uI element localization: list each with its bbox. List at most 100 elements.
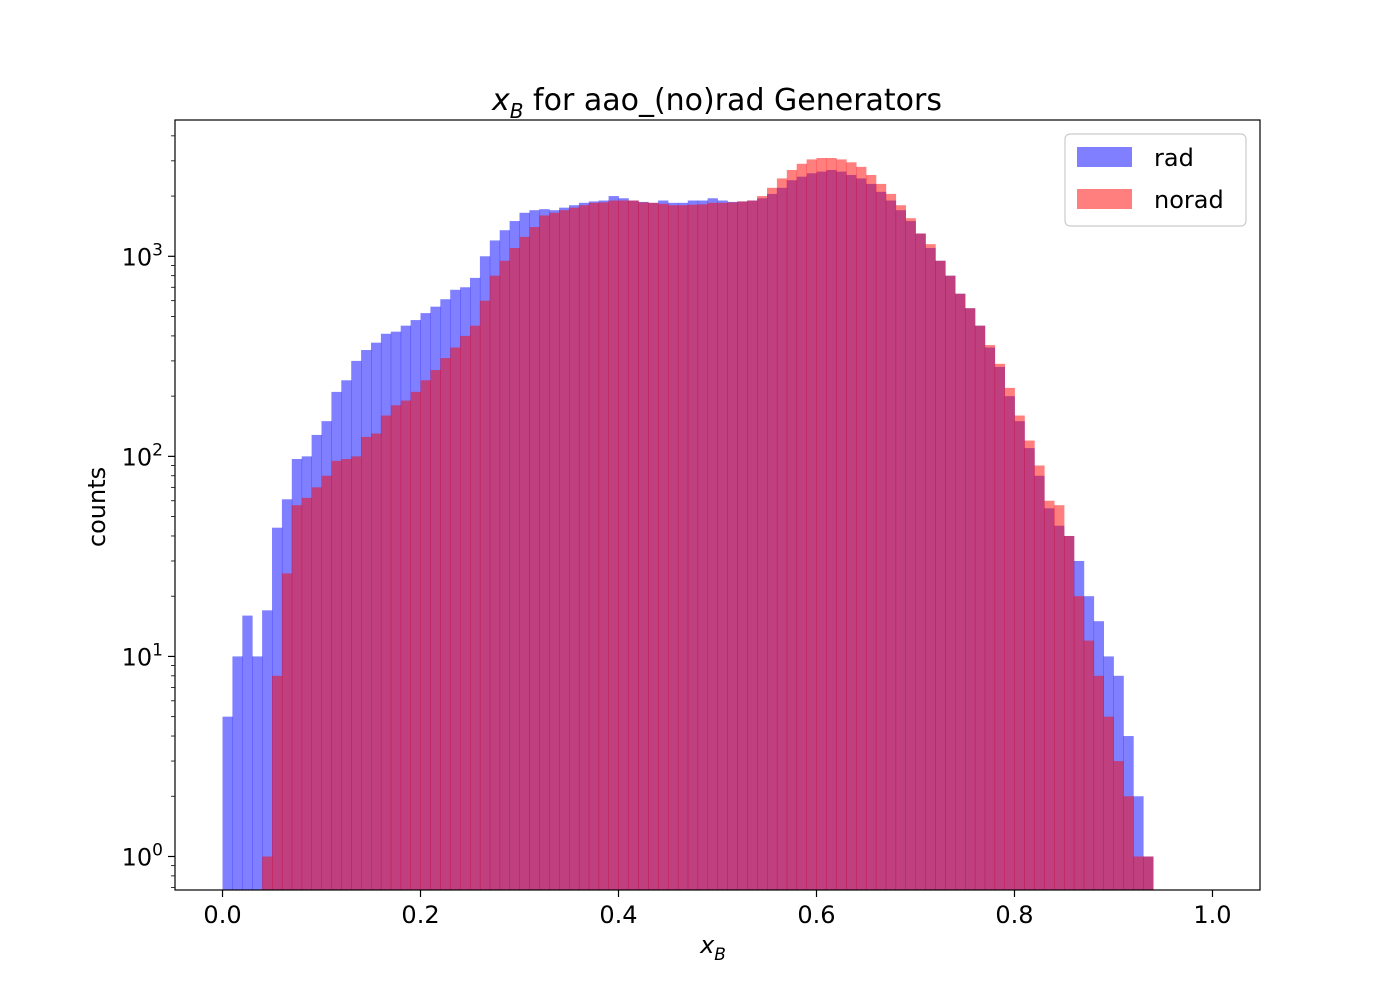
bar-norad-bin-53 xyxy=(747,200,758,890)
bar-norad-bin-92 xyxy=(1133,856,1144,890)
bar-norad-bin-55 xyxy=(767,187,778,891)
plot-area-frame xyxy=(174,119,1261,891)
bar-norad-bin-68 xyxy=(895,205,906,891)
bar-norad-bin-17 xyxy=(390,405,402,890)
bar-rad-bin-0 xyxy=(222,716,233,890)
legend-label-norad: norad xyxy=(1154,186,1224,214)
bar-norad-bin-19 xyxy=(410,391,421,890)
bar-norad-bin-82 xyxy=(1034,465,1045,890)
y-axis: 100 101 102 103 xyxy=(122,135,175,888)
bar-norad-bin-65 xyxy=(865,174,877,890)
bar-norad-bin-59 xyxy=(806,159,817,890)
bar-norad-bin-29 xyxy=(509,248,520,890)
bar-rad-bin-1 xyxy=(232,656,243,890)
bar-norad-bin-32 xyxy=(539,215,550,890)
bar-norad-bin-11 xyxy=(331,460,342,890)
bar-norad-bin-81 xyxy=(1024,440,1035,890)
bar-norad-bin-54 xyxy=(757,196,768,890)
bar-norad-bin-52 xyxy=(737,201,748,890)
legend-swatch-rad xyxy=(1077,147,1132,167)
bar-norad-bin-39 xyxy=(608,200,619,890)
bar-norad-bin-91 xyxy=(1123,796,1134,890)
x-tick-label: 1.0 xyxy=(1193,901,1231,929)
bar-norad-bin-15 xyxy=(371,433,382,890)
bar-norad-bin-62 xyxy=(836,159,847,890)
y-tick-label: 103 xyxy=(122,240,163,271)
chart-title: xB for aao_(no)rad Generators xyxy=(491,83,942,123)
bar-norad-bin-61 xyxy=(826,157,837,891)
bar-norad-bin-20 xyxy=(420,380,431,890)
bar-norad-bin-42 xyxy=(638,202,649,890)
bar-norad-bin-16 xyxy=(380,415,392,890)
bar-norad-bin-28 xyxy=(499,260,511,890)
x-tick-label: 0.2 xyxy=(401,901,439,929)
bar-norad-bin-90 xyxy=(1113,761,1124,890)
x-axis: 0.0 0.2 0.4 0.6 0.8 1.0 xyxy=(203,890,1232,929)
bar-norad-bin-25 xyxy=(470,325,481,890)
series-norad-bars xyxy=(262,157,1154,891)
bar-norad-bin-22 xyxy=(440,358,451,890)
bar-norad-bin-40 xyxy=(618,200,629,890)
bar-rad-bin-3 xyxy=(252,656,263,890)
y-tick-label: 101 xyxy=(122,640,163,671)
bar-rad-bin-2 xyxy=(242,615,253,890)
bar-norad-bin-33 xyxy=(549,212,560,890)
bar-norad-bin-78 xyxy=(994,363,1005,891)
bar-norad-bin-57 xyxy=(786,169,798,891)
bar-norad-bin-58 xyxy=(796,163,807,890)
bar-norad-bin-13 xyxy=(351,456,362,890)
bar-norad-bin-46 xyxy=(677,205,689,891)
bar-norad-bin-7 xyxy=(291,505,303,890)
bar-norad-bin-24 xyxy=(460,335,471,890)
bar-norad-bin-14 xyxy=(361,436,372,890)
bar-norad-bin-35 xyxy=(569,207,580,891)
y-axis-label: counts xyxy=(83,467,111,547)
bar-norad-bin-79 xyxy=(1004,387,1015,890)
bar-norad-bin-23 xyxy=(450,347,461,890)
bar-norad-bin-27 xyxy=(489,275,501,890)
bar-norad-bin-36 xyxy=(578,205,590,891)
bar-norad-bin-51 xyxy=(727,202,738,890)
bar-norad-bin-10 xyxy=(321,475,332,890)
bar-norad-bin-86 xyxy=(1073,596,1085,890)
bar-norad-bin-44 xyxy=(658,203,669,891)
x-tick-label: 0.0 xyxy=(203,901,241,929)
bar-norad-bin-21 xyxy=(430,370,441,890)
x-tick-label: 0.4 xyxy=(599,901,637,929)
legend-label-rad: rad xyxy=(1154,144,1194,172)
bar-norad-bin-80 xyxy=(1014,415,1025,890)
bar-norad-bin-71 xyxy=(925,244,936,890)
bar-norad-bin-12 xyxy=(341,459,352,890)
bar-norad-bin-31 xyxy=(529,227,540,890)
bar-norad-bin-47 xyxy=(687,204,699,891)
bar-norad-bin-4 xyxy=(262,856,273,890)
bar-norad-bin-45 xyxy=(668,205,679,891)
bar-norad-bin-30 xyxy=(519,236,530,890)
legend-swatch-norad xyxy=(1077,189,1132,209)
bar-rad-bin-92 xyxy=(1133,796,1144,890)
bar-norad-bin-18 xyxy=(400,400,412,890)
bar-norad-bin-84 xyxy=(1054,505,1065,890)
legend: rad norad xyxy=(1064,133,1247,227)
bar-norad-bin-60 xyxy=(816,157,827,891)
bar-norad-bin-72 xyxy=(935,260,946,890)
bar-norad-bin-64 xyxy=(856,166,867,890)
bar-norad-bin-8 xyxy=(301,497,313,890)
bar-norad-bin-6 xyxy=(281,573,293,890)
bar-norad-bin-38 xyxy=(598,202,609,890)
bar-norad-bin-74 xyxy=(955,293,966,891)
bar-norad-bin-70 xyxy=(915,233,926,890)
bar-norad-bin-63 xyxy=(846,162,857,891)
bar-norad-bin-26 xyxy=(479,300,491,890)
x-tick-label: 0.8 xyxy=(995,901,1033,929)
bar-norad-bin-43 xyxy=(648,202,659,891)
y-tick-label: 100 xyxy=(122,840,163,871)
bar-norad-bin-69 xyxy=(905,218,916,890)
bar-norad-bin-48 xyxy=(697,204,708,890)
bar-norad-bin-34 xyxy=(559,210,570,890)
bar-norad-bin-49 xyxy=(707,202,718,891)
bar-norad-bin-93 xyxy=(1143,856,1154,890)
bar-norad-bin-76 xyxy=(974,325,986,890)
bar-rad-bin-4 xyxy=(262,610,273,890)
bar-norad-bin-67 xyxy=(885,193,897,891)
